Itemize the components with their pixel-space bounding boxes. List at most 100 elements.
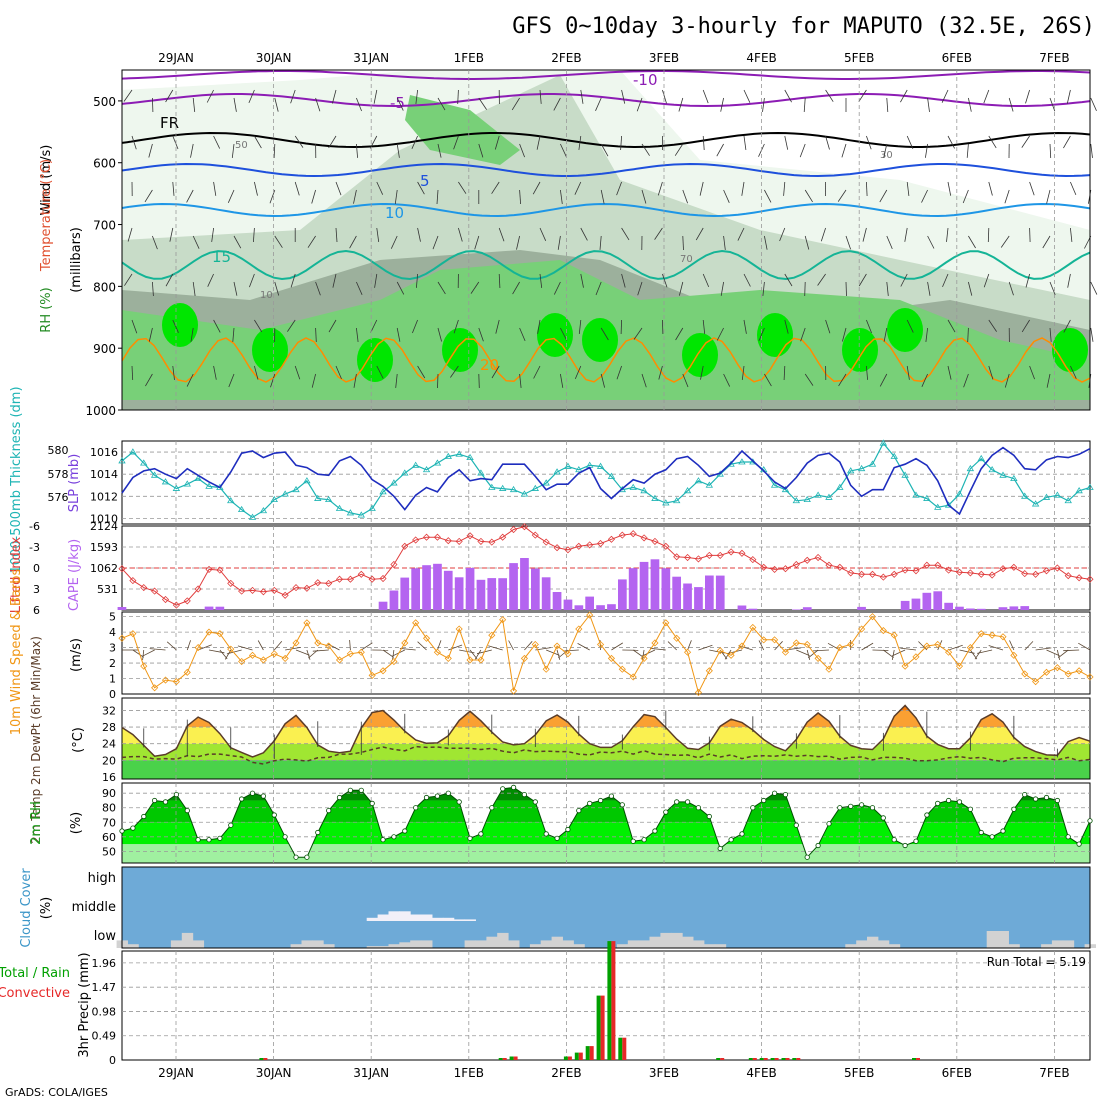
wind-barb-10m (474, 649, 482, 660)
rh-marker (619, 802, 625, 808)
wind-barb (539, 227, 547, 241)
rh-marker (717, 845, 723, 852)
wind-barb (783, 181, 786, 196)
wind-barb (1025, 89, 1030, 104)
cape-bar (857, 606, 866, 610)
rh-marker (902, 842, 908, 849)
rh-marker (217, 835, 223, 841)
lifted-index-marker (1042, 567, 1051, 575)
day-label-top: 7FEB (1039, 51, 1069, 65)
rh-wet-cell (582, 318, 618, 362)
wind-barb (1029, 181, 1035, 196)
wind-barb (1004, 189, 1010, 204)
day-label-bottom: 5FEB (844, 1066, 874, 1080)
thickness-marker (346, 509, 355, 516)
contour-label: FR (160, 114, 179, 132)
thickness-marker (836, 483, 844, 490)
rh-marker (130, 825, 136, 831)
wind-barb (213, 319, 221, 333)
wind-barb (311, 189, 316, 204)
wind-barb-10m (667, 641, 677, 651)
rh-marker (989, 834, 995, 840)
wind-barb (192, 235, 200, 249)
wind-speed-marker (183, 668, 191, 676)
wind-barb (900, 89, 908, 103)
low-cloud-bar (877, 940, 890, 948)
wind-barb (254, 181, 258, 196)
rh-tick-label: 60 (102, 831, 116, 844)
wind-barb-10m (1056, 649, 1060, 660)
wind-barb (227, 189, 235, 203)
wind-speed-marker (390, 657, 398, 666)
wind-speed-marker (1021, 670, 1029, 678)
wind-barb (866, 135, 872, 150)
lifted-index-marker (684, 553, 692, 562)
wind-barb (716, 143, 724, 157)
wind-barb (720, 97, 724, 112)
thickness-marker (988, 465, 996, 473)
thickness-marker (596, 462, 605, 469)
thickness-marker (1064, 496, 1072, 504)
rh-marker (1087, 818, 1093, 824)
lifted-index-marker (1075, 574, 1083, 582)
cape-bar (563, 599, 573, 610)
upper-air-axis-label: (millibars) (69, 227, 84, 293)
wind-barb (674, 143, 684, 156)
wind-barb (966, 143, 969, 158)
wind-speed-marker (596, 640, 605, 649)
wind-speed-marker (172, 678, 180, 686)
temp-tick-label: 16 (102, 771, 116, 784)
cape-bar (204, 606, 214, 610)
middle-cloud-bar (464, 919, 476, 921)
lifted-index-marker (792, 560, 800, 569)
wind-barb (1090, 327, 1094, 342)
lifted-index-marker (629, 530, 637, 538)
wind-barb-10m (186, 640, 191, 651)
low-cloud-bar (464, 940, 476, 948)
wind-barb (131, 135, 137, 150)
thickness-marker (1086, 483, 1094, 490)
wind-barb (533, 365, 541, 379)
rh-contour-label: 50 (235, 140, 248, 151)
wind-barb (315, 97, 321, 112)
cape-bar (585, 596, 594, 610)
precip-total-bar (792, 1058, 797, 1060)
thickness-marker (118, 457, 126, 464)
lifted-index-marker (205, 565, 213, 573)
slp-thickness-frame (121, 440, 1091, 525)
wind-barb (866, 365, 868, 380)
wind-barb-10m (132, 649, 145, 658)
rh-marker (554, 835, 560, 841)
low-cloud-bar (1051, 940, 1064, 948)
temp2m-frame (121, 697, 1091, 780)
thickness-marker (999, 471, 1007, 478)
lifted-index-marker (858, 570, 866, 578)
thickness-marker (879, 439, 888, 446)
cape-bar (422, 565, 431, 610)
wind-barb (621, 273, 626, 288)
rh-marker (1076, 841, 1082, 847)
precip-total-bar (748, 1058, 753, 1060)
wind-barb-10m (219, 649, 228, 660)
wind-barb-10m (891, 649, 895, 660)
wind-barb (784, 273, 793, 287)
precip-total-bar (607, 941, 612, 1060)
wind-barb (560, 327, 568, 341)
thickness-marker (890, 452, 898, 459)
lifted-index-marker (966, 569, 974, 577)
cape-bar (955, 606, 964, 610)
wind-barb (478, 97, 487, 110)
wind-tick-label: 1 (109, 673, 116, 686)
day-label-bottom: 3FEB (649, 1066, 679, 1080)
wind-barb-10m (642, 649, 656, 657)
wind-speed-marker (161, 676, 170, 684)
rh-marker (543, 831, 549, 837)
wind-barb-10m (812, 649, 829, 652)
wind-barb-10m (1078, 642, 1091, 651)
day-label-top: 6FEB (942, 51, 972, 65)
rh-marker (956, 799, 963, 805)
wind-speed-marker (1064, 670, 1072, 678)
wind-barb (394, 189, 398, 204)
wind-barb (658, 365, 663, 380)
rh-marker (652, 828, 658, 834)
